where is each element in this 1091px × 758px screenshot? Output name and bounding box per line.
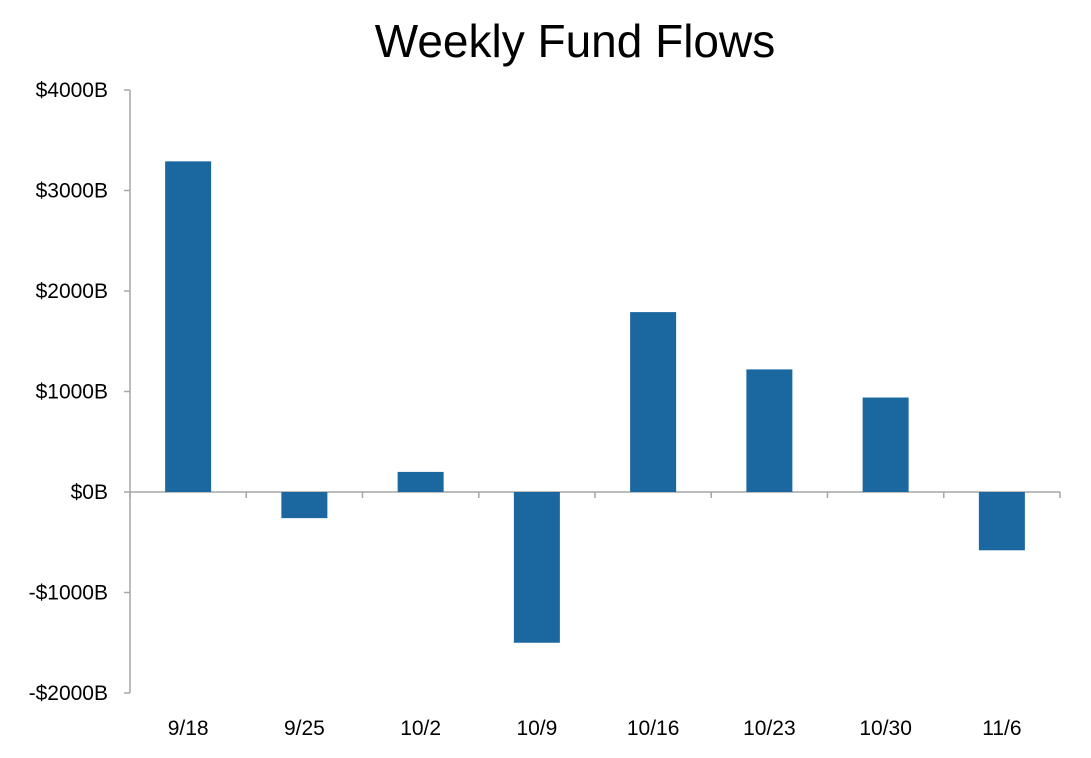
bar-10-23 xyxy=(746,369,793,492)
x-tick-label: 9/25 xyxy=(284,717,325,740)
x-tick-label: 10/2 xyxy=(400,717,441,740)
x-tick-labels: 9/18 9/25 10/2 10/9 10/16 10/23 10/30 11/6 xyxy=(168,717,1022,740)
x-tick-label: 10/9 xyxy=(516,717,557,740)
bar-10-30 xyxy=(862,397,909,492)
chart-title: Weekly Fund Flows xyxy=(374,15,776,67)
bar-9-25 xyxy=(281,492,328,519)
bar-10-9 xyxy=(513,492,560,643)
axes xyxy=(124,89,1061,694)
x-tick-label: 9/18 xyxy=(168,717,209,740)
y-tick-label: -$2000B xyxy=(29,682,108,705)
x-tick-label: 10/30 xyxy=(859,717,912,740)
y-tick-label: $3000B xyxy=(36,180,108,203)
y-tick-label: $0B xyxy=(71,481,108,504)
bar-9-18 xyxy=(165,161,212,493)
y-tick-label: -$1000B xyxy=(29,582,108,605)
bars xyxy=(165,161,1025,643)
y-tick-label: $2000B xyxy=(36,280,108,303)
bar-11-6 xyxy=(978,492,1025,551)
y-tick-label: $4000B xyxy=(36,79,108,102)
bar-10-2 xyxy=(397,471,444,492)
bar-10-16 xyxy=(630,312,677,492)
x-tick-label: 10/23 xyxy=(743,717,796,740)
y-tick-label: $1000B xyxy=(36,381,108,404)
y-tick-labels: $4000B $3000B $2000B $1000B $0B -$1000B -$2000… xyxy=(29,79,108,705)
x-tick-label: 10/16 xyxy=(627,717,680,740)
x-tick-label: 11/6 xyxy=(982,717,1021,740)
